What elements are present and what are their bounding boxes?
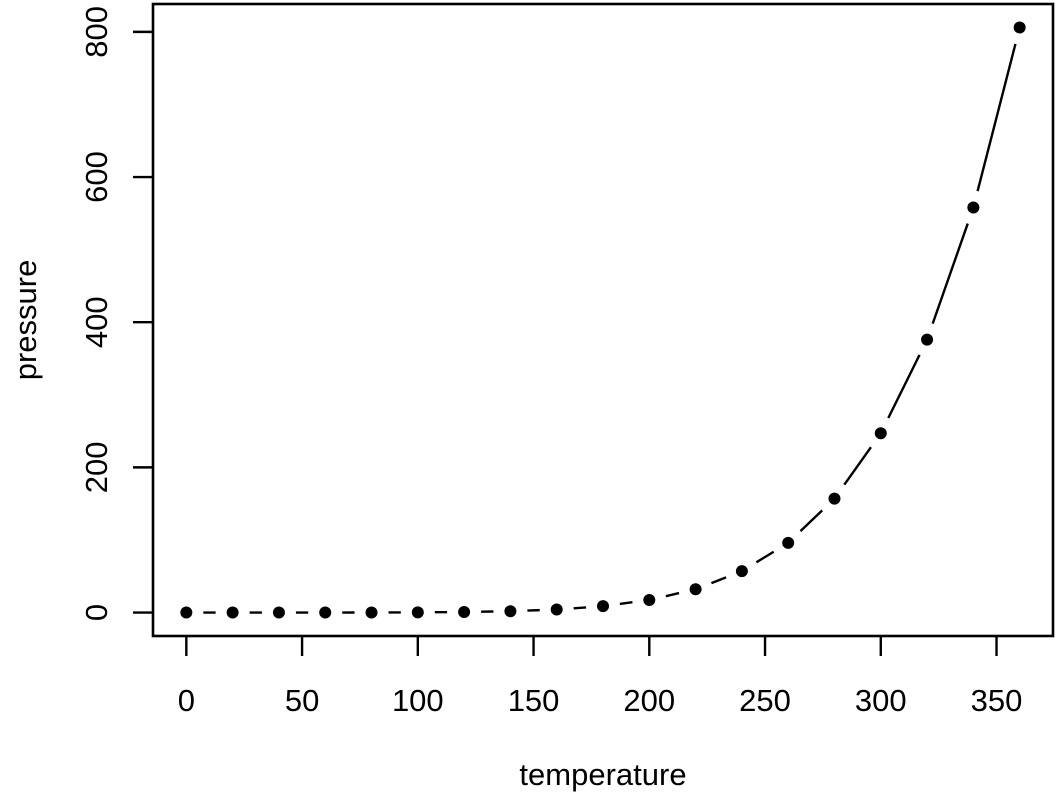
data-point (458, 606, 471, 619)
x-axis-tick-label: 350 (971, 683, 1023, 718)
x-axis-tick-label: 300 (855, 683, 907, 718)
plot-box (151, 2, 1055, 638)
data-point (411, 606, 424, 619)
data-point (643, 593, 656, 606)
data-point (782, 536, 795, 549)
y-axis-tick-label: 0 (79, 604, 114, 621)
data-point (319, 606, 332, 619)
data-point (921, 333, 934, 346)
series-line-segment (619, 601, 633, 606)
x-axis-tick-label: 50 (285, 683, 319, 718)
y-axis-tick-label: 600 (79, 151, 114, 203)
y-axis-tick-label: 200 (79, 442, 114, 494)
data-point (597, 600, 609, 613)
data-point (689, 583, 702, 596)
x-axis-tick-label: 200 (623, 683, 675, 718)
y-axis-tick-label: 400 (79, 296, 114, 348)
series-line-segment (931, 223, 969, 324)
data-point (735, 565, 748, 578)
series-line-segment (665, 591, 680, 598)
x-axis-title: temperature (519, 757, 686, 792)
data-point (874, 427, 887, 440)
y-axis-title: pressure (8, 260, 43, 381)
plot-render-layer: 0 50 100 150 200 250 300 350 0 200 400 600 800 (79, 2, 1055, 718)
data-point (828, 492, 841, 505)
x-axis-tick-label: 250 (739, 683, 791, 718)
series-line-segment (976, 43, 1017, 192)
y-axis-tick-label: 800 (79, 6, 114, 58)
series-line-segment (573, 606, 587, 610)
data-point (226, 606, 239, 619)
data-point (550, 603, 563, 616)
data-point (272, 606, 285, 619)
series-line-segment (710, 576, 727, 585)
data-point (967, 201, 980, 214)
data-point (1013, 21, 1026, 34)
series-line-segment (799, 509, 824, 532)
series-line-segment (755, 550, 775, 564)
x-axis-tick-label: 150 (508, 683, 560, 718)
x-axis-tick-label: 0 (178, 683, 195, 718)
series-line-segment (843, 446, 872, 486)
data-point (365, 606, 378, 619)
data-point (180, 606, 193, 619)
x-axis-tick-label: 100 (392, 683, 444, 718)
series-line-segment (887, 354, 921, 419)
data-point (504, 605, 517, 618)
